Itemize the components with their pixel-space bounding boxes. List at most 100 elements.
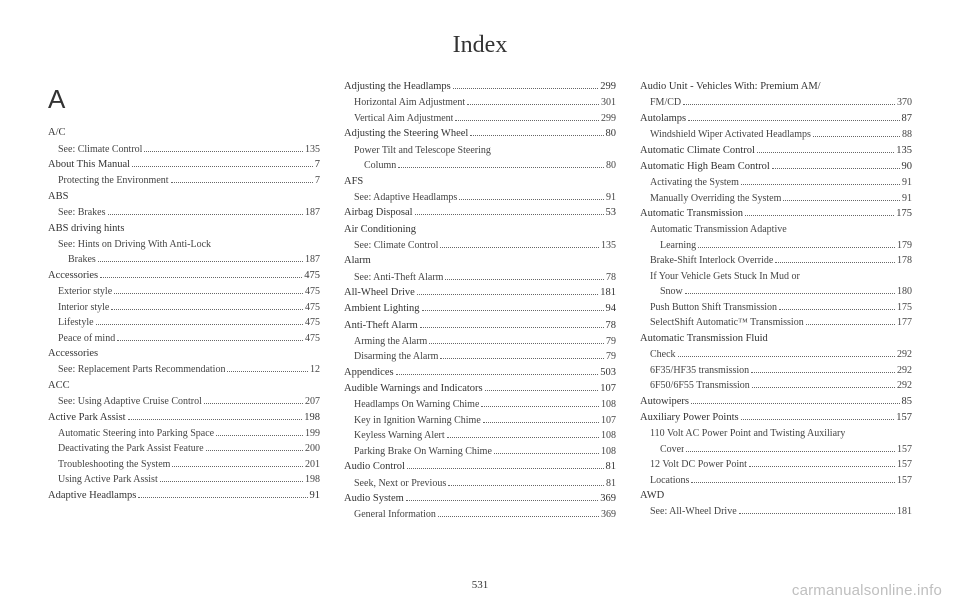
entry-label: Horizontal Aim Adjustment [354,95,465,111]
entry-label: Ambient Lighting [344,301,420,317]
entry-label: Anti-Theft Alarm [344,318,418,334]
entry-page: 475 [305,300,320,316]
entry-label: Automatic Climate Control [640,143,755,159]
leader-dots [117,340,303,341]
leader-dots [678,356,895,357]
index-entry: Alarm [344,253,616,269]
leader-dots [739,513,895,514]
leader-dots [138,497,307,498]
leader-dots [806,324,895,325]
index-entry: Cover157 [640,442,912,458]
column-1: A A/CSee: Climate Control135About This M… [48,79,320,571]
entry-label: Windshield Wiper Activated Headlamps [650,127,811,143]
entry-page: 12 [310,362,320,378]
entry-page: 292 [897,363,912,379]
entry-label: 6F50/6F55 Transmission [650,378,750,394]
index-entry: ACC [48,378,320,394]
entry-page: 175 [897,300,912,316]
leader-dots [108,214,304,215]
index-entry: Seek, Next or Previous81 [344,476,616,492]
leader-dots [160,481,303,482]
entry-label: Audible Warnings and Indicators [344,381,483,397]
entry-page: 7 [315,157,320,173]
entry-label: Automatic Transmission Fluid [640,331,768,347]
entry-page: 79 [606,334,616,350]
entry-page: 292 [897,347,912,363]
entry-page: 179 [897,238,912,254]
entry-page: 91 [902,175,912,191]
entry-label: All-Wheel Drive [344,285,415,301]
entry-label: Adjusting the Steering Wheel [344,126,468,142]
entry-label: Alarm [344,253,371,269]
column-3: Audio Unit - Vehicles With: Premium AM/F… [640,79,912,571]
entry-page: 503 [600,365,616,381]
leader-dots [757,152,894,153]
index-entry: Automatic Steering into Parking Space199 [48,426,320,442]
leader-dots [438,516,599,517]
entry-label: 110 Volt AC Power Point and Twisting Aux… [650,426,845,442]
index-entry: Snow180 [640,284,912,300]
entry-label: See: Using Adaptive Cruise Control [58,394,202,410]
index-entry: SelectShift Automatic™ Transmission177 [640,315,912,331]
index-entry: Adjusting the Steering Wheel80 [344,126,616,142]
leader-dots [741,184,900,185]
entry-label: Parking Brake On Warning Chime [354,444,492,460]
entry-label: See: Climate Control [58,142,142,158]
entry-page: 187 [305,205,320,221]
entry-label: Audio Control [344,459,405,475]
entry-label: Active Park Assist [48,410,126,426]
entry-label: Accessories [48,346,98,362]
entry-label: General Information [354,507,436,523]
entry-page: 180 [897,284,912,300]
index-entry: Adjusting the Headlamps299 [344,79,616,95]
index-entry: ABS [48,189,320,205]
index-entry: AFS [344,174,616,190]
index-entry: See: Adaptive Headlamps91 [344,190,616,206]
index-entry: Learning179 [640,238,912,254]
leader-dots [96,324,303,325]
leader-dots [171,182,313,183]
index-entry: Adaptive Headlamps91 [48,488,320,504]
entry-page: 475 [305,284,320,300]
index-entry: Brakes187 [48,252,320,268]
leader-dots [440,247,599,248]
entry-page: 475 [305,315,320,331]
entry-label: FM/CD [650,95,681,111]
index-entry: Automatic High Beam Control90 [640,159,912,175]
entry-page: 299 [601,111,616,127]
entry-page: 175 [896,206,912,222]
entry-label: Protecting the Environment [58,173,169,189]
entry-label: Power Tilt and Telescope Steering [354,143,491,159]
column-2: Adjusting the Headlamps299Horizontal Aim… [344,79,616,571]
entry-label: About This Manual [48,157,130,173]
index-entry: Locations157 [640,473,912,489]
entry-label: Disarming the Alarm [354,349,438,365]
leader-dots [144,151,303,152]
index-entry: A/C [48,125,320,141]
entry-page: 177 [897,315,912,331]
index-entry: ABS driving hints [48,221,320,237]
index-entry: Ambient Lighting94 [344,301,616,317]
index-entry: Lifestyle475 [48,315,320,331]
index-entry: Disarming the Alarm79 [344,349,616,365]
leader-dots [448,485,604,486]
entry-page: 85 [902,394,913,410]
entry-label: Adjusting the Headlamps [344,79,451,95]
index-entry: Column80 [344,158,616,174]
entry-label: See: Anti-Theft Alarm [354,270,443,286]
index-entry: Active Park Assist198 [48,410,320,426]
entry-label: Using Active Park Assist [58,472,158,488]
leader-dots [772,168,900,169]
entry-page: 135 [601,238,616,254]
entry-label: Audio System [344,491,404,507]
entry-page: 108 [601,444,616,460]
leader-dots [685,293,895,294]
entry-page: 135 [305,142,320,158]
entry-page: 370 [897,95,912,111]
entry-label: See: Adaptive Headlamps [354,190,457,206]
entry-label: Push Button Shift Transmission [650,300,777,316]
index-entry: See: Brakes187 [48,205,320,221]
leader-dots [751,372,895,373]
entry-label: Deactivating the Park Assist Feature [58,441,204,457]
entry-label: Cover [660,442,684,458]
